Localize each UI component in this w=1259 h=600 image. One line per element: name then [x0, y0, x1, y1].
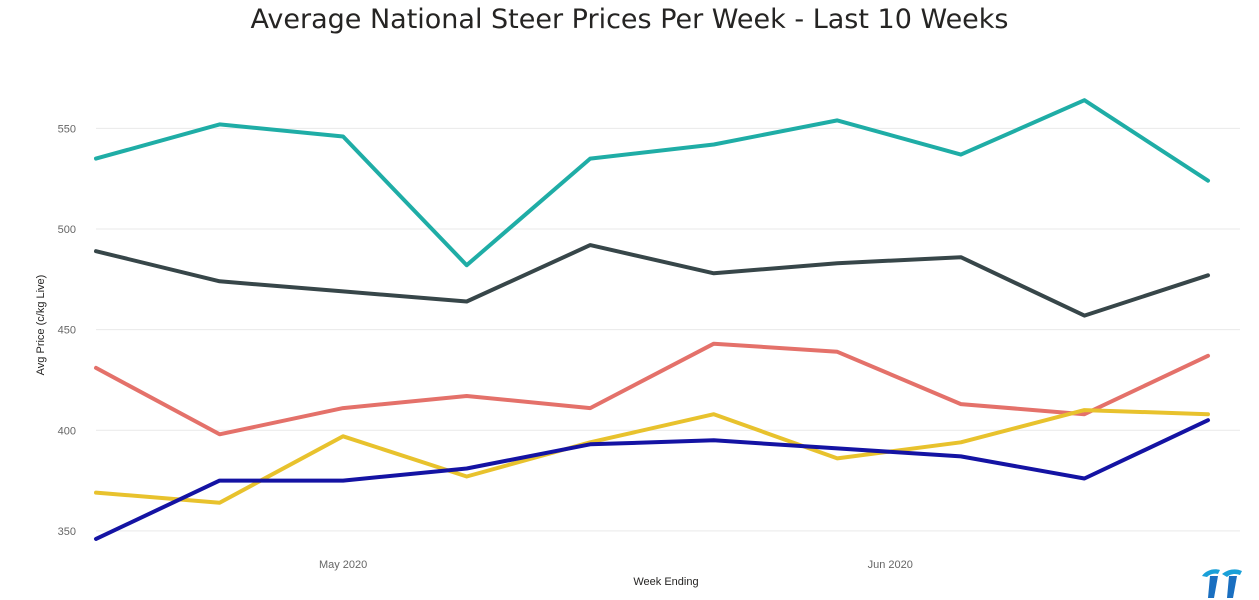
gridlines	[96, 127, 1240, 532]
y-tick-label: 500	[58, 224, 76, 236]
x-tick-label: Jun 2020	[868, 559, 913, 571]
y-tick-label: 400	[58, 425, 76, 437]
x-axis-title: Week Ending	[633, 576, 698, 588]
x-axis-ticks: May 2020 Jun 2020	[319, 559, 913, 571]
series-lines	[94, 98, 1210, 541]
series-line-3	[94, 341, 1210, 437]
chart-title: Average National Steer Prices Per Week -…	[250, 4, 1009, 35]
y-axis-title: Avg Price (c/kg Live)	[35, 275, 47, 376]
series-line-5	[94, 418, 1210, 541]
brand-logo-icon	[1202, 569, 1242, 598]
series-line-1	[94, 98, 1210, 268]
y-tick-label: 350	[58, 526, 76, 538]
y-tick-label: 550	[58, 123, 76, 135]
x-tick-label: May 2020	[319, 559, 367, 571]
y-tick-label: 450	[58, 325, 76, 337]
series-line-4	[94, 408, 1210, 505]
y-axis-ticks: 350 400 450 500 550	[58, 123, 76, 537]
series-line-2	[94, 243, 1210, 318]
